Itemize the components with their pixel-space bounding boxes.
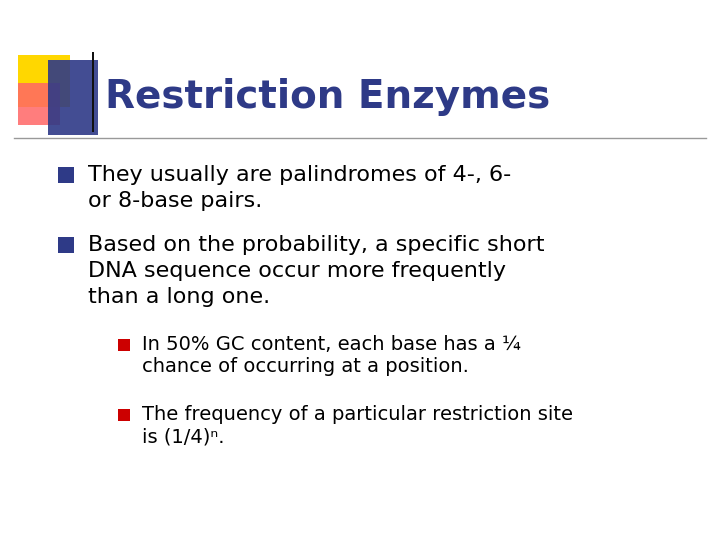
Text: DNA sequence occur more frequently: DNA sequence occur more frequently: [88, 261, 506, 281]
Bar: [58, 167, 74, 183]
Bar: [58, 237, 74, 253]
Text: The frequency of a particular restriction site: The frequency of a particular restrictio…: [142, 406, 573, 424]
Text: They usually are palindromes of 4-, 6-: They usually are palindromes of 4-, 6-: [88, 165, 511, 185]
Text: chance of occurring at a position.: chance of occurring at a position.: [142, 357, 469, 376]
Text: Restriction Enzymes: Restriction Enzymes: [105, 78, 550, 116]
Bar: [18, 55, 70, 107]
Text: than a long one.: than a long one.: [88, 287, 270, 307]
Text: In 50% GC content, each base has a ¼: In 50% GC content, each base has a ¼: [142, 335, 521, 354]
Bar: [118, 409, 130, 421]
Bar: [118, 339, 130, 351]
Text: or 8-base pairs.: or 8-base pairs.: [88, 191, 262, 211]
Text: is (1/4)ⁿ.: is (1/4)ⁿ.: [142, 428, 225, 447]
Bar: [92, 52, 94, 132]
Bar: [48, 60, 98, 135]
Bar: [18, 83, 60, 125]
Text: Based on the probability, a specific short: Based on the probability, a specific sho…: [88, 235, 544, 255]
